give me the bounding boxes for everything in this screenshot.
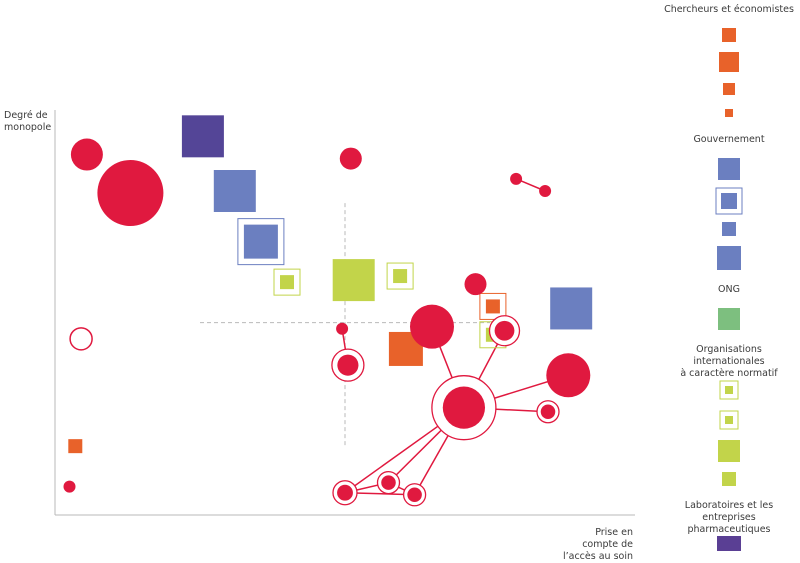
legend-swatch-outline bbox=[719, 410, 739, 430]
legend-title: Organisations internationales à caractèr… bbox=[680, 344, 778, 379]
marker-square bbox=[243, 224, 278, 259]
x-axis-label: Prise en compte de l’accès au soin bbox=[562, 527, 633, 562]
marker-circle bbox=[97, 160, 164, 227]
marker-circle bbox=[442, 386, 486, 429]
legend-swatch bbox=[717, 536, 741, 551]
legend-title: Chercheurs et économistes bbox=[664, 4, 794, 15]
marker-square bbox=[485, 299, 500, 314]
marker-circle bbox=[494, 320, 515, 341]
scatter-chart bbox=[54, 28, 743, 551]
marker-square bbox=[68, 439, 83, 454]
legend-swatch bbox=[723, 83, 735, 95]
marker-circle bbox=[339, 147, 362, 170]
legend-swatch bbox=[718, 308, 740, 330]
legend-swatch bbox=[717, 246, 741, 270]
marker-circle bbox=[70, 138, 103, 171]
marker-square bbox=[332, 259, 375, 302]
legend-swatch bbox=[725, 109, 733, 117]
marker-circle bbox=[410, 304, 454, 349]
marker-circle bbox=[510, 172, 523, 185]
marker-circle bbox=[63, 480, 76, 493]
legend-title: Gouvernement bbox=[693, 134, 765, 145]
legend-swatch bbox=[725, 386, 733, 394]
marker-circle bbox=[539, 185, 552, 197]
legend-title: Laboratoires et les entreprises pharmace… bbox=[684, 500, 774, 535]
legend-swatch bbox=[722, 222, 736, 236]
legend-title: ONG bbox=[718, 284, 740, 295]
y-axis-label: Degré de monopole bbox=[4, 110, 52, 133]
legend-swatch bbox=[718, 158, 740, 180]
marker-square-outline bbox=[237, 218, 285, 266]
marker-square bbox=[213, 170, 256, 212]
marker-circle bbox=[407, 487, 422, 503]
marker-square bbox=[393, 269, 408, 284]
legend-swatch bbox=[719, 52, 739, 72]
marker-square bbox=[550, 287, 593, 330]
marker-circle bbox=[546, 353, 591, 398]
marker-circle bbox=[337, 354, 359, 376]
marker-square bbox=[280, 275, 294, 290]
legend-swatch-outline bbox=[715, 187, 743, 215]
legend-swatch bbox=[725, 416, 733, 424]
legend-swatch-outline bbox=[719, 380, 739, 400]
marker-square-outline bbox=[273, 268, 301, 296]
marker-circle bbox=[540, 404, 556, 419]
marker-circle bbox=[381, 475, 396, 490]
marker-circle bbox=[336, 322, 349, 335]
legend-swatch bbox=[721, 193, 737, 209]
marker-circle bbox=[464, 273, 487, 296]
marker-circle bbox=[337, 484, 353, 501]
marker-square bbox=[181, 115, 224, 158]
marker-square-outline bbox=[479, 292, 507, 320]
marker-circle-hollow bbox=[69, 327, 93, 351]
legend-swatch bbox=[722, 28, 736, 42]
marker-square-outline bbox=[386, 262, 414, 290]
legend-swatch bbox=[718, 440, 740, 462]
legend-swatch bbox=[722, 472, 736, 486]
